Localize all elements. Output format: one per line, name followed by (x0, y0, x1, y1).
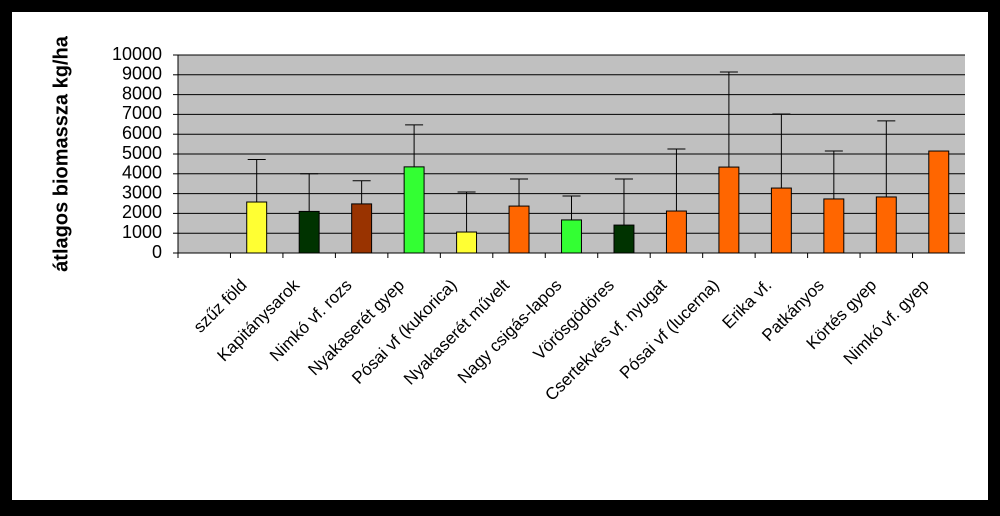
y-tick-label: 10000 (112, 44, 162, 64)
bar (928, 150, 950, 254)
y-tick-label: 1000 (122, 222, 162, 242)
y-tick-label: 0 (152, 242, 162, 262)
y-tick-label: 4000 (122, 163, 162, 183)
bar (718, 166, 740, 254)
bar (823, 198, 845, 254)
y-tick-label: 3000 (122, 182, 162, 202)
y-tick-label: 6000 (122, 123, 162, 143)
bar (508, 205, 530, 254)
y-tick-label: 8000 (122, 83, 162, 103)
bar (298, 210, 320, 254)
y-tick-label: 7000 (122, 103, 162, 123)
bar (613, 224, 635, 254)
y-tick-label: 5000 (122, 143, 162, 163)
bar (875, 196, 897, 254)
bar (246, 201, 268, 254)
y-axis-label: átlagos biomassza kg/ha (50, 35, 72, 272)
bar (561, 219, 582, 254)
y-tick-label: 2000 (122, 202, 162, 222)
y-tick-label: 9000 (122, 64, 162, 84)
bar (403, 166, 425, 254)
bar (456, 231, 478, 254)
bar (665, 210, 687, 254)
bar (770, 187, 792, 254)
bar (351, 203, 373, 254)
